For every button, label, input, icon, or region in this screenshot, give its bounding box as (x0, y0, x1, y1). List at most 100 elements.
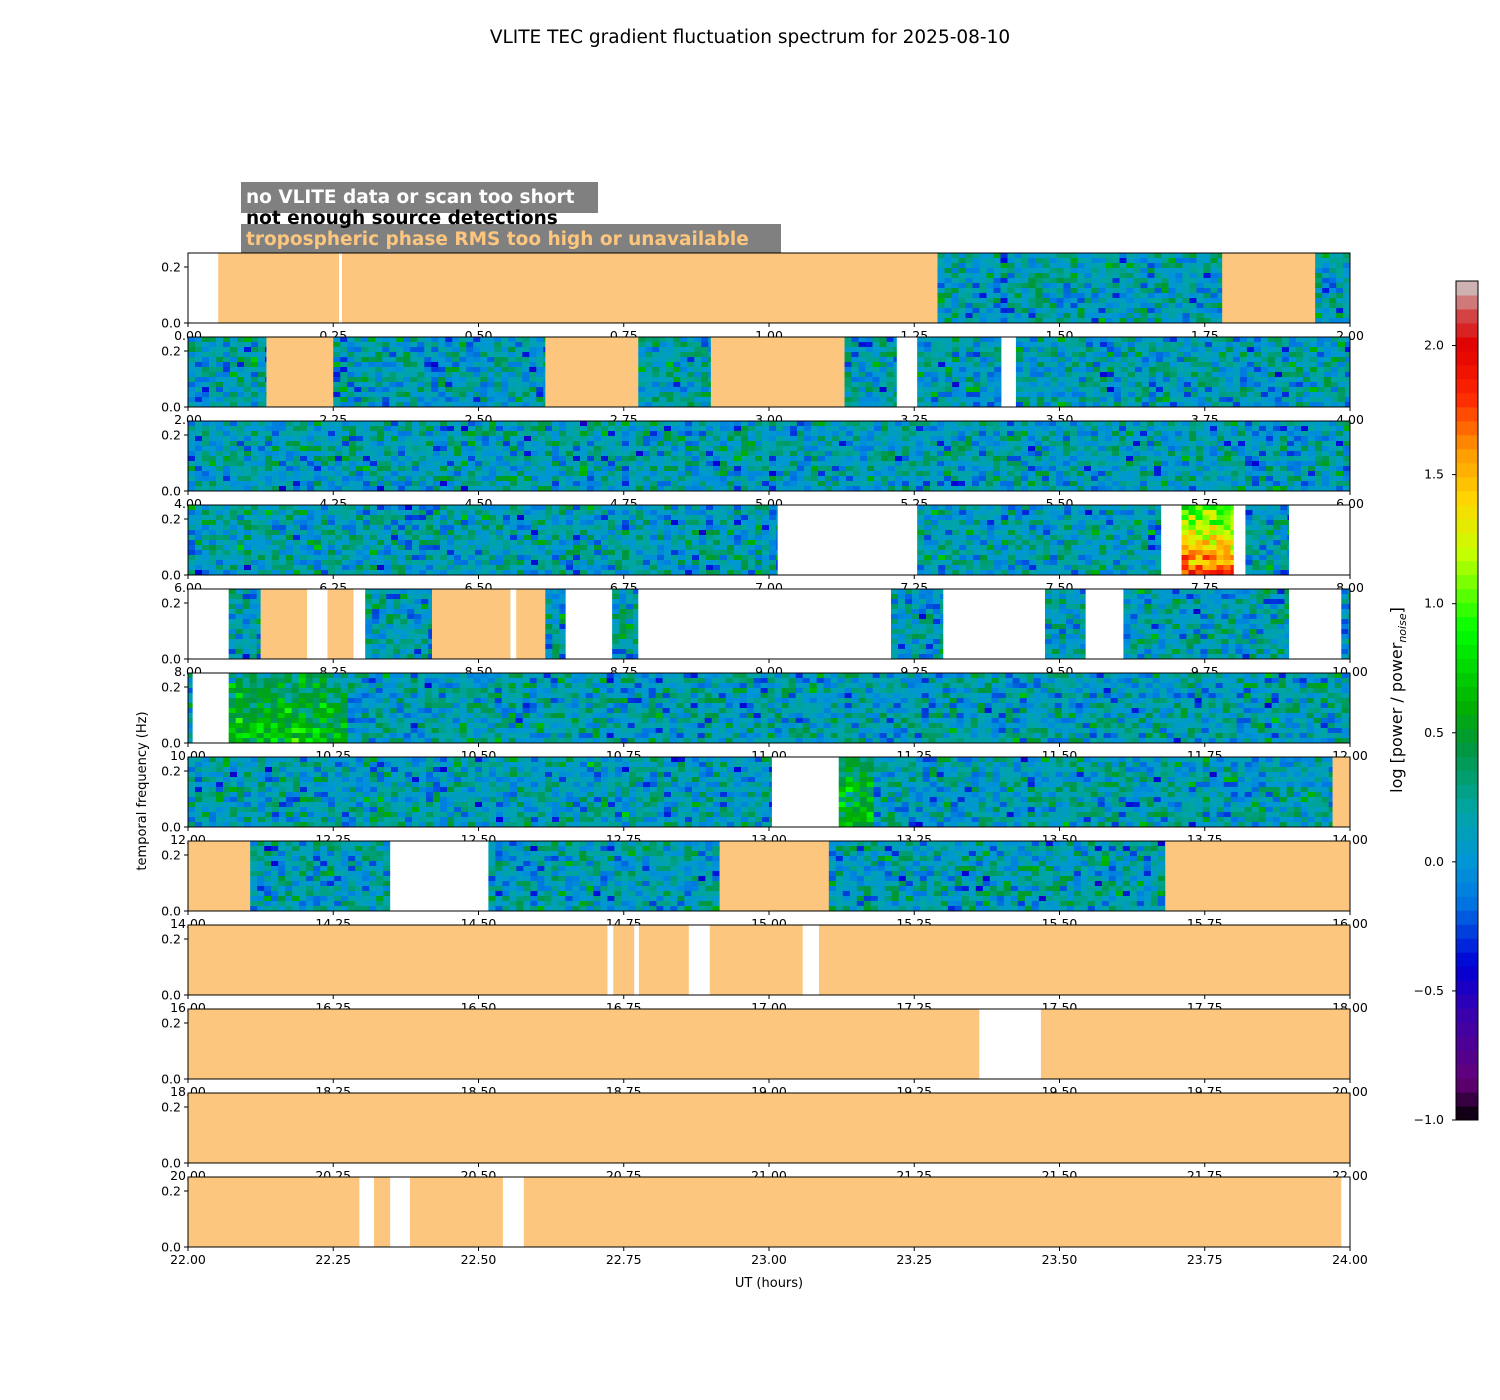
heatmap-cell (1043, 387, 1052, 393)
heatmap-cell (1091, 421, 1099, 427)
heatmap-cell (979, 303, 987, 309)
heatmap-cell (1231, 461, 1239, 467)
heatmap-cell (265, 486, 273, 492)
heatmap-cell (594, 466, 602, 472)
heatmap-cell (293, 461, 301, 467)
heatmap-cell (1133, 441, 1141, 447)
heatmap-cell (363, 451, 371, 457)
heatmap-cell (454, 476, 462, 482)
heatmap-cell (1105, 476, 1113, 482)
heatmap-cell (1021, 471, 1029, 477)
heatmap-cell (459, 382, 467, 388)
heatmap-cell (874, 421, 882, 427)
heatmap-cell (1077, 481, 1085, 487)
heatmap-cell (1063, 278, 1071, 284)
heatmap-cell (396, 377, 404, 383)
heatmap-cell (1225, 387, 1234, 393)
flag-segment-trop (266, 337, 334, 407)
heatmap-cell (1259, 471, 1267, 477)
heatmap-cell (622, 456, 630, 462)
heatmap-cell (1035, 446, 1043, 452)
heatmap-cell (209, 392, 217, 398)
heatmap-cell (419, 481, 427, 487)
heatmap-cell (1035, 456, 1043, 462)
heatmap-cell (1042, 456, 1050, 462)
heatmap-cell (1211, 352, 1220, 358)
heatmap-cell (272, 510, 280, 516)
heatmap-cell (1274, 397, 1283, 403)
heatmap-cell (1162, 382, 1171, 388)
heatmap-cell (1112, 436, 1120, 442)
heatmap-cell (1161, 481, 1169, 487)
heatmap-cell (1070, 263, 1078, 269)
heatmap-cell (1168, 253, 1176, 259)
heatmap-cell (1245, 471, 1253, 477)
heatmap-cell (475, 481, 483, 487)
heatmap-cell (872, 402, 880, 408)
heatmap-cell (536, 372, 544, 378)
heatmap-cell (972, 461, 980, 467)
heatmap-cell (543, 392, 546, 398)
heatmap-cell (251, 476, 259, 482)
heatmap-cell (1196, 431, 1204, 437)
heatmap-cell (1099, 387, 1108, 393)
heatmap-cell (924, 372, 932, 378)
heatmap-cell (1204, 347, 1213, 353)
heatmap-cell (1169, 337, 1178, 343)
heatmap-cell (1196, 466, 1204, 472)
heatmap-cell (1266, 486, 1274, 492)
heatmap-cell (529, 377, 537, 383)
heatmap-cell (643, 481, 651, 487)
heatmap-cell (1225, 397, 1234, 403)
heatmap-cell (938, 377, 946, 383)
heatmap-cell (1224, 446, 1232, 452)
heatmap-cell (951, 273, 959, 279)
heatmap-cell (972, 446, 980, 452)
heatmap-cell (979, 298, 987, 304)
heatmap-cell (825, 486, 833, 492)
heatmap-cell (832, 446, 840, 452)
heatmap-cell (1294, 486, 1302, 492)
heatmap-cell (1302, 377, 1311, 383)
heatmap-cell (1014, 258, 1022, 264)
heatmap-cell (1127, 337, 1136, 343)
heatmap-cell (1077, 431, 1085, 437)
heatmap-cell (524, 436, 532, 442)
heatmap-cell (468, 431, 476, 437)
heatmap-cell (601, 461, 609, 467)
heatmap-cell (223, 431, 231, 437)
heatmap-cell (426, 436, 434, 442)
heatmap-cell (1133, 283, 1141, 289)
heatmap-cell (643, 426, 651, 432)
heatmap-cell (1287, 421, 1295, 427)
heatmap-cell (1316, 382, 1325, 388)
heatmap-cell (587, 466, 595, 472)
heatmap-cell (1035, 313, 1043, 319)
heatmap-cell (916, 466, 924, 472)
heatmap-cell (223, 441, 231, 447)
heatmap-cell (972, 308, 980, 314)
heatmap-cell (673, 337, 681, 343)
heatmap-cell (300, 446, 308, 452)
heatmap-cell (993, 461, 1001, 467)
heatmap-cell (657, 421, 665, 427)
heatmap-cell (1189, 441, 1197, 447)
heatmap-cell (1133, 456, 1141, 462)
heatmap-cell (1035, 298, 1043, 304)
heatmap-cell (1106, 357, 1115, 363)
heatmap-cell (1043, 337, 1052, 343)
heatmap-cell (811, 481, 819, 487)
heatmap-cell (424, 392, 432, 398)
heatmap-cell (412, 471, 420, 477)
heatmap-cell (986, 288, 994, 294)
heatmap-cell (1323, 342, 1332, 348)
heatmap-cell (1316, 377, 1325, 383)
heatmap-cell (1287, 431, 1295, 437)
heatmap-cell (872, 372, 880, 378)
heatmap-cell (1176, 377, 1185, 383)
heatmap-cell (419, 436, 427, 442)
heatmap-cell (209, 377, 217, 383)
heatmap-cell (811, 421, 819, 427)
heatmap-cell (1091, 278, 1099, 284)
heatmap-cell (1210, 263, 1218, 269)
